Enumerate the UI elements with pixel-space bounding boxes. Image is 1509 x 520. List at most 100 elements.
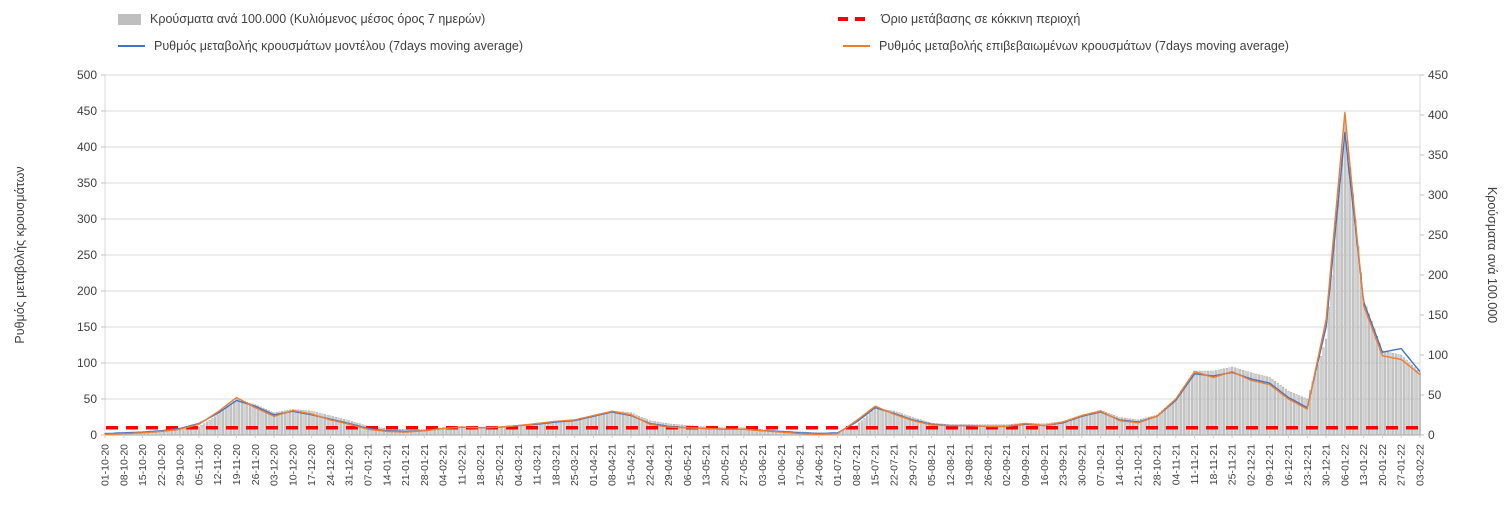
- bar: [265, 409, 267, 436]
- bar: [702, 426, 705, 436]
- bar: [203, 423, 206, 436]
- bar: [1357, 246, 1360, 436]
- bar: [689, 425, 691, 436]
- bar: [683, 425, 686, 436]
- x-tick-label: 29-10-20: [175, 444, 187, 486]
- bar: [600, 413, 603, 436]
- bar: [1419, 372, 1421, 436]
- bars-series-cases-per-100k: [104, 114, 1421, 436]
- bar: [1370, 321, 1373, 436]
- right-tick-label: 200: [1428, 268, 1448, 282]
- bar: [1198, 370, 1201, 436]
- bar: [251, 403, 254, 436]
- legend-item-model-rate: Ρυθμός μεταβολής κρουσμάτων μοντέλου (7d…: [118, 38, 523, 54]
- bar: [1360, 272, 1362, 436]
- bar: [584, 417, 587, 436]
- left-tick-label: 500: [77, 68, 97, 82]
- bar: [1180, 390, 1183, 436]
- bar: [1249, 372, 1252, 436]
- right-tick-label: 250: [1428, 228, 1448, 242]
- bar: [1115, 416, 1118, 436]
- bar: [1040, 423, 1043, 436]
- bar: [1330, 274, 1333, 436]
- bar: [289, 409, 292, 436]
- bar: [1346, 141, 1349, 436]
- bar: [874, 408, 877, 436]
- bar: [364, 425, 367, 436]
- bar: [1378, 343, 1381, 436]
- x-tick-label: 08-10-20: [118, 444, 130, 486]
- bar: [984, 424, 987, 436]
- bar: [613, 411, 616, 436]
- bar: [1088, 412, 1091, 436]
- x-tick-label: 07-10-21: [1095, 444, 1107, 486]
- left-axis: 0 50 100 150 200 250 300 350 400 450 500: [77, 68, 105, 442]
- bar: [1247, 371, 1250, 436]
- bar: [361, 424, 364, 436]
- x-tick-label: 01-04-21: [588, 444, 600, 486]
- bar: [1284, 388, 1287, 436]
- bar: [1150, 416, 1153, 436]
- x-tick-label: 25-11-21: [1227, 444, 1239, 485]
- x-tick-label: 28-10-21: [1152, 444, 1164, 486]
- bar: [868, 413, 871, 436]
- bar: [1325, 338, 1328, 436]
- bar: [699, 426, 702, 436]
- bar: [463, 426, 466, 436]
- bar: [721, 427, 724, 436]
- bar: [313, 411, 316, 436]
- bar: [222, 410, 225, 436]
- bar: [1351, 193, 1354, 436]
- bar: [1314, 373, 1317, 436]
- bar: [160, 431, 163, 436]
- bar: [1174, 398, 1177, 436]
- bar: [294, 409, 297, 436]
- x-tick-label: 12-11-20: [212, 444, 224, 485]
- bar: [270, 411, 273, 436]
- bar: [187, 428, 190, 436]
- right-tick-label: 300: [1428, 188, 1448, 202]
- bar: [1392, 353, 1395, 436]
- bar: [938, 423, 941, 436]
- bar: [1204, 370, 1207, 436]
- bar: [758, 429, 761, 436]
- bar: [764, 429, 767, 436]
- bar: [737, 427, 740, 436]
- bar: [981, 424, 984, 436]
- bar: [498, 426, 501, 436]
- bar: [1282, 386, 1285, 436]
- right-tick-label: 50: [1428, 388, 1442, 402]
- x-tick-label: 28-01-21: [419, 444, 431, 486]
- x-tick-label: 22-10-20: [156, 444, 168, 486]
- x-tick-label: 03-02-22: [1415, 444, 1427, 486]
- bar: [957, 424, 960, 436]
- bar: [439, 427, 442, 436]
- bar: [1110, 414, 1113, 436]
- x-tick-label: 11-03-21: [532, 444, 544, 485]
- model-rate-line: [104, 131, 1421, 435]
- bar: [477, 426, 479, 436]
- bar: [1172, 401, 1175, 436]
- bar: [903, 414, 906, 436]
- x-tick-label: 13-05-21: [701, 444, 713, 486]
- bar: [1225, 367, 1228, 436]
- bar: [1209, 370, 1212, 436]
- bar: [860, 420, 863, 436]
- bar: [1011, 423, 1014, 436]
- x-tick-label: 27-01-22: [1396, 444, 1408, 486]
- bar: [321, 413, 324, 436]
- x-tick-label: 30-12-21: [1321, 444, 1333, 486]
- bar: [165, 431, 168, 436]
- x-tick-label: 27-05-21: [738, 444, 750, 486]
- bar: [603, 412, 606, 436]
- bar: [179, 430, 182, 436]
- right-tick-label: 350: [1428, 148, 1448, 162]
- bar: [952, 424, 954, 436]
- bar: [1236, 368, 1239, 436]
- line-swatch-icon: [118, 45, 145, 47]
- bar: [1362, 298, 1365, 436]
- bar: [1279, 385, 1282, 436]
- bar: [863, 418, 866, 436]
- bar: [1083, 414, 1086, 436]
